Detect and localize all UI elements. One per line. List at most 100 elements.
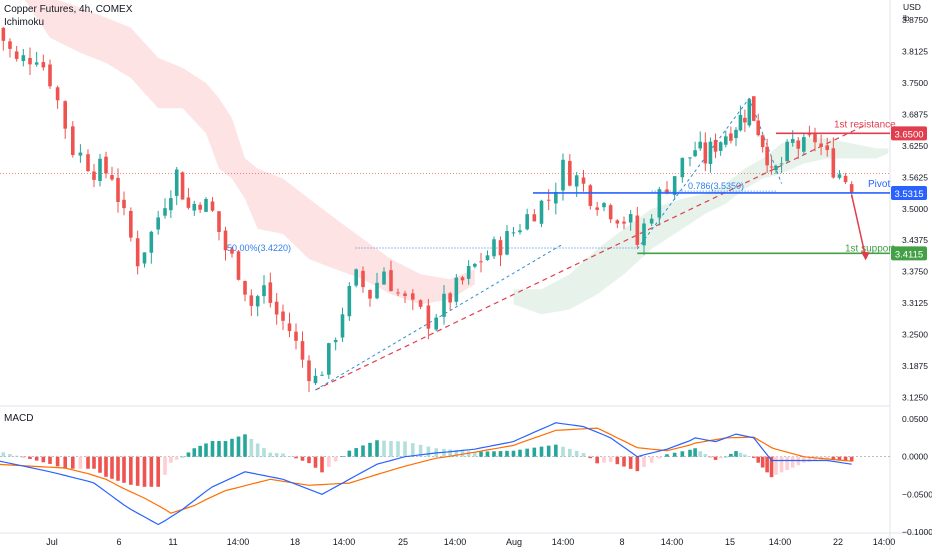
macd-histogram-bar [426, 446, 431, 457]
candle [734, 127, 738, 147]
candle [693, 141, 697, 158]
support-label: 1st support [845, 243, 895, 254]
candle [236, 250, 241, 281]
candle-body [454, 277, 459, 302]
candle-body [479, 261, 483, 263]
candle-body [831, 148, 836, 178]
fib-50-label: 50.00%(3.4220) [227, 243, 291, 253]
macd-histogram-bar [608, 456, 613, 462]
candle-body [104, 156, 108, 174]
candle-body [48, 64, 52, 87]
candle [665, 181, 669, 195]
indicator-label[interactable]: Ichimoku [4, 17, 45, 28]
macd-histogram-bar [602, 456, 606, 463]
macd-histogram-bar [680, 451, 685, 457]
macd-histogram-bar [454, 450, 459, 457]
macd-histogram-bar [217, 441, 221, 457]
signal-line [0, 427, 852, 514]
candle-body [223, 230, 228, 251]
time-tick-label: 6 [116, 537, 121, 547]
candle-body [825, 145, 830, 151]
macd-histogram-bar [21, 456, 26, 458]
candle [375, 272, 379, 300]
candle [71, 121, 75, 158]
fib-786-label: 0.786(3.5350) [688, 181, 744, 191]
macd-histogram-bar [785, 456, 789, 470]
candle-body [608, 205, 613, 220]
macd-histogram-bar [708, 456, 713, 458]
macd-histogram-bar [518, 449, 522, 457]
currency-label: USD [903, 2, 921, 12]
rising-support-trendline [315, 125, 865, 391]
kumo-bullish [513, 138, 889, 315]
candle [217, 211, 221, 241]
candle [98, 153, 102, 187]
candle [122, 191, 126, 216]
candle-body [354, 269, 358, 286]
candle-body [729, 133, 733, 141]
candle [8, 38, 12, 58]
macd-histogram-bar [747, 456, 752, 457]
candle-body [198, 204, 202, 210]
candle [389, 260, 393, 292]
candle [104, 151, 108, 179]
candle [294, 323, 298, 350]
candle [831, 137, 836, 179]
macd-histogram-bar [313, 456, 318, 468]
candle-body [287, 323, 292, 332]
candle-body [595, 207, 599, 210]
candle [738, 105, 743, 132]
candle-body [368, 290, 372, 299]
time-tick-label: 14:00 [552, 537, 575, 547]
candle [581, 169, 586, 192]
macd-histogram-bar [635, 456, 640, 472]
candle-body [774, 165, 778, 171]
candle [14, 45, 19, 62]
candle-body [169, 198, 173, 211]
macd-histogram-bar [479, 451, 483, 457]
candle-body [268, 282, 273, 303]
macd-histogram-bar [807, 456, 812, 462]
macd-histogram-bar [554, 444, 558, 457]
candle-body [192, 203, 197, 211]
candle [672, 176, 677, 200]
candle [743, 109, 747, 133]
macd-histogram-bar [255, 443, 260, 457]
macd-histogram-bar [492, 451, 496, 457]
macd-histogram-bar [186, 452, 191, 457]
macd-histogram-bar [561, 446, 565, 457]
candle-body [230, 249, 234, 254]
candle [333, 337, 338, 351]
macd-histogram-bar [1, 452, 6, 457]
candle [198, 202, 202, 213]
candle [498, 236, 503, 267]
pivot-price-badge [891, 185, 927, 200]
time-tick-label: 22 [833, 537, 843, 547]
candle [554, 182, 558, 215]
candle [268, 272, 273, 308]
time-tick-label: Jul [46, 537, 58, 547]
candle [230, 246, 234, 258]
time-tick-label: 14:00 [444, 537, 467, 547]
time-tick-label: Aug [506, 537, 522, 547]
macd-histogram-bar [104, 456, 108, 477]
candles [1, 27, 854, 393]
macd-histogram-bar [473, 451, 477, 457]
candle [539, 199, 544, 228]
candle [223, 226, 228, 261]
candle-body [680, 157, 685, 178]
macd-histogram-bar [149, 456, 154, 487]
macd-histogram-bar [300, 456, 305, 461]
candle [313, 368, 318, 386]
macd-label[interactable]: MACD [4, 413, 34, 424]
candle-body [300, 341, 305, 360]
candle [142, 252, 147, 268]
macd-histogram-bar [802, 456, 806, 463]
projection-arrowhead [860, 251, 870, 261]
macd-histogram-bar [790, 456, 795, 468]
macd-histogram-bar [361, 445, 365, 457]
candle-body [403, 293, 407, 297]
support-price-text: 3.4115 [895, 249, 923, 260]
time-tick-label: 14:00 [661, 537, 684, 547]
